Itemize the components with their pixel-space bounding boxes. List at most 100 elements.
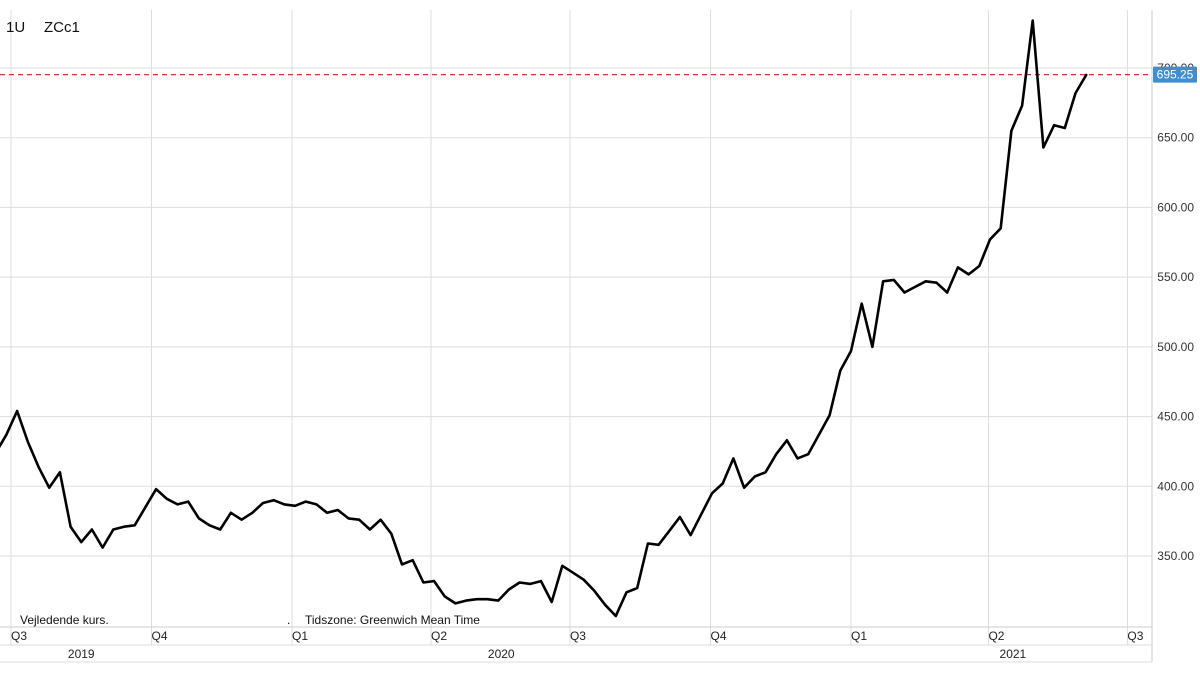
data-point (657, 544, 660, 546)
footer-note-right: Tidszone: Greenwich Mean Time (305, 613, 480, 627)
x-tick-label: Q2 (988, 629, 1004, 643)
data-point (230, 511, 232, 514)
data-point (347, 517, 350, 520)
last-price-badge: 695.25 (1153, 66, 1197, 83)
x-tick-label: Q4 (710, 629, 726, 643)
data-point (775, 453, 777, 456)
data-point (59, 471, 61, 474)
horizontal-gridlines (0, 67, 1152, 557)
data-point (165, 498, 168, 500)
data-point (486, 598, 489, 601)
y-tick-label: 350.00 (1157, 549, 1194, 563)
data-point (882, 280, 884, 283)
data-point (679, 516, 681, 518)
data-point (144, 506, 147, 509)
data-point (935, 281, 938, 284)
data-point (892, 279, 895, 281)
data-point (914, 286, 916, 288)
data-point (1042, 146, 1045, 149)
x-tick-label: Q1 (292, 629, 308, 643)
footer-note-separator: . (287, 613, 290, 627)
data-point (208, 524, 211, 527)
data-point (796, 457, 799, 460)
data-point (283, 503, 286, 506)
data-point (326, 511, 328, 514)
data-point (262, 502, 264, 504)
data-point (625, 591, 628, 594)
last-price-badge-bg (1153, 66, 1197, 83)
data-point (401, 563, 403, 566)
data-point (433, 580, 435, 582)
data-point (411, 559, 414, 561)
data-point (946, 291, 949, 294)
data-point (967, 273, 970, 276)
data-point (700, 513, 703, 515)
data-point (540, 580, 542, 582)
data-point (764, 471, 767, 474)
data-point (508, 588, 510, 591)
data-point (721, 482, 724, 485)
data-point (689, 534, 692, 536)
data-point (582, 578, 585, 581)
data-point (155, 488, 157, 490)
y-tick-label: 600.00 (1157, 200, 1194, 214)
data-point (390, 532, 393, 535)
data-point (647, 542, 649, 545)
data-point (27, 440, 29, 443)
data-point (839, 369, 842, 372)
last-price-label: 695.25 (1157, 68, 1194, 82)
data-point (5, 433, 8, 436)
data-point (1031, 19, 1034, 22)
data-point (101, 546, 104, 549)
data-point (1064, 127, 1066, 129)
data-point (176, 503, 179, 506)
data-point (871, 346, 874, 348)
data-point (16, 410, 18, 412)
data-point (978, 265, 981, 267)
price-line (0, 19, 1088, 618)
symbol-label: ZCc1 (44, 19, 80, 36)
year-label: 2021 (1000, 647, 1027, 661)
data-point (315, 503, 318, 506)
x-axis-quarters: Q3 Q4 Q1 Q2 Q3 Q4 Q1 Q2 Q3 (11, 629, 1144, 643)
data-point (497, 599, 500, 602)
y-tick-label: 500.00 (1157, 340, 1194, 354)
data-point (903, 291, 906, 294)
data-point (743, 486, 745, 489)
data-point (561, 564, 564, 567)
data-point (69, 525, 72, 528)
year-label: 2019 (68, 647, 95, 661)
data-point (80, 541, 83, 543)
x-tick-label: Q3 (11, 629, 27, 643)
period-label: 1U (6, 19, 25, 36)
x-tick-label: Q4 (152, 629, 168, 643)
x-axis-years: 2019 2020 2021 (68, 647, 1027, 661)
data-point (668, 530, 671, 532)
data-point (369, 528, 371, 531)
data-point (240, 518, 243, 521)
data-point (219, 528, 222, 531)
data-point (48, 486, 50, 489)
data-point (251, 511, 254, 514)
data-point (454, 602, 457, 605)
data-point (753, 475, 756, 478)
data-point (999, 227, 1002, 230)
footer-note-left: Vejledende kurs. (20, 613, 109, 627)
data-point (1053, 124, 1055, 126)
data-point (112, 528, 115, 531)
data-point (818, 433, 820, 436)
data-point (465, 599, 467, 602)
data-point (786, 439, 788, 442)
data-point (123, 525, 125, 528)
data-point (925, 280, 927, 283)
x-tick-label: Q3 (1127, 629, 1143, 643)
data-point (272, 499, 275, 502)
data-point (615, 615, 617, 617)
data-point (133, 524, 136, 527)
data-point (518, 581, 521, 584)
data-point (379, 518, 382, 521)
data-point (198, 517, 200, 520)
data-point (807, 453, 810, 456)
data-point (850, 350, 852, 352)
data-point (476, 598, 478, 601)
